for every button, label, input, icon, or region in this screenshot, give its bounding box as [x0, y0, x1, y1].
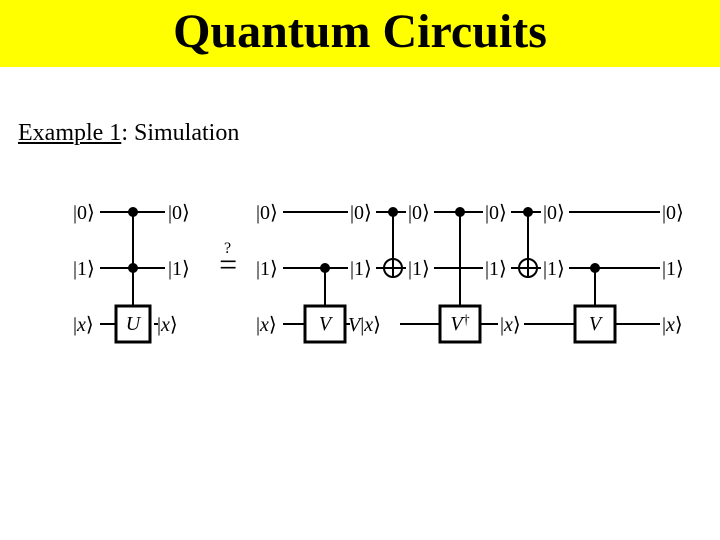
gate-u-label: U [126, 313, 142, 335]
ctrl-dot-v1 [320, 263, 330, 273]
ctrl-dot-v2 [590, 263, 600, 273]
example-number: Example 1 [18, 120, 121, 146]
example-rest: : Simulation [121, 120, 239, 146]
example-label: Example 1: Simulation [18, 120, 239, 147]
cnot1-ctrl [388, 207, 398, 217]
page-title: Quantum Circuits [173, 5, 547, 58]
title-bar: Quantum Circuits [0, 0, 720, 67]
ctrl-dot-l0 [128, 207, 138, 217]
circuit-svg: U V V† [0, 190, 720, 390]
ctrl-dot-vdag [455, 207, 465, 217]
cnot2-ctrl [523, 207, 533, 217]
ctrl-dot-l1 [128, 263, 138, 273]
circuit-area: ? = |0⟩ |1⟩ |x⟩ |0⟩ |1⟩ |x⟩ |0⟩ |0⟩ |0⟩ … [0, 190, 720, 390]
